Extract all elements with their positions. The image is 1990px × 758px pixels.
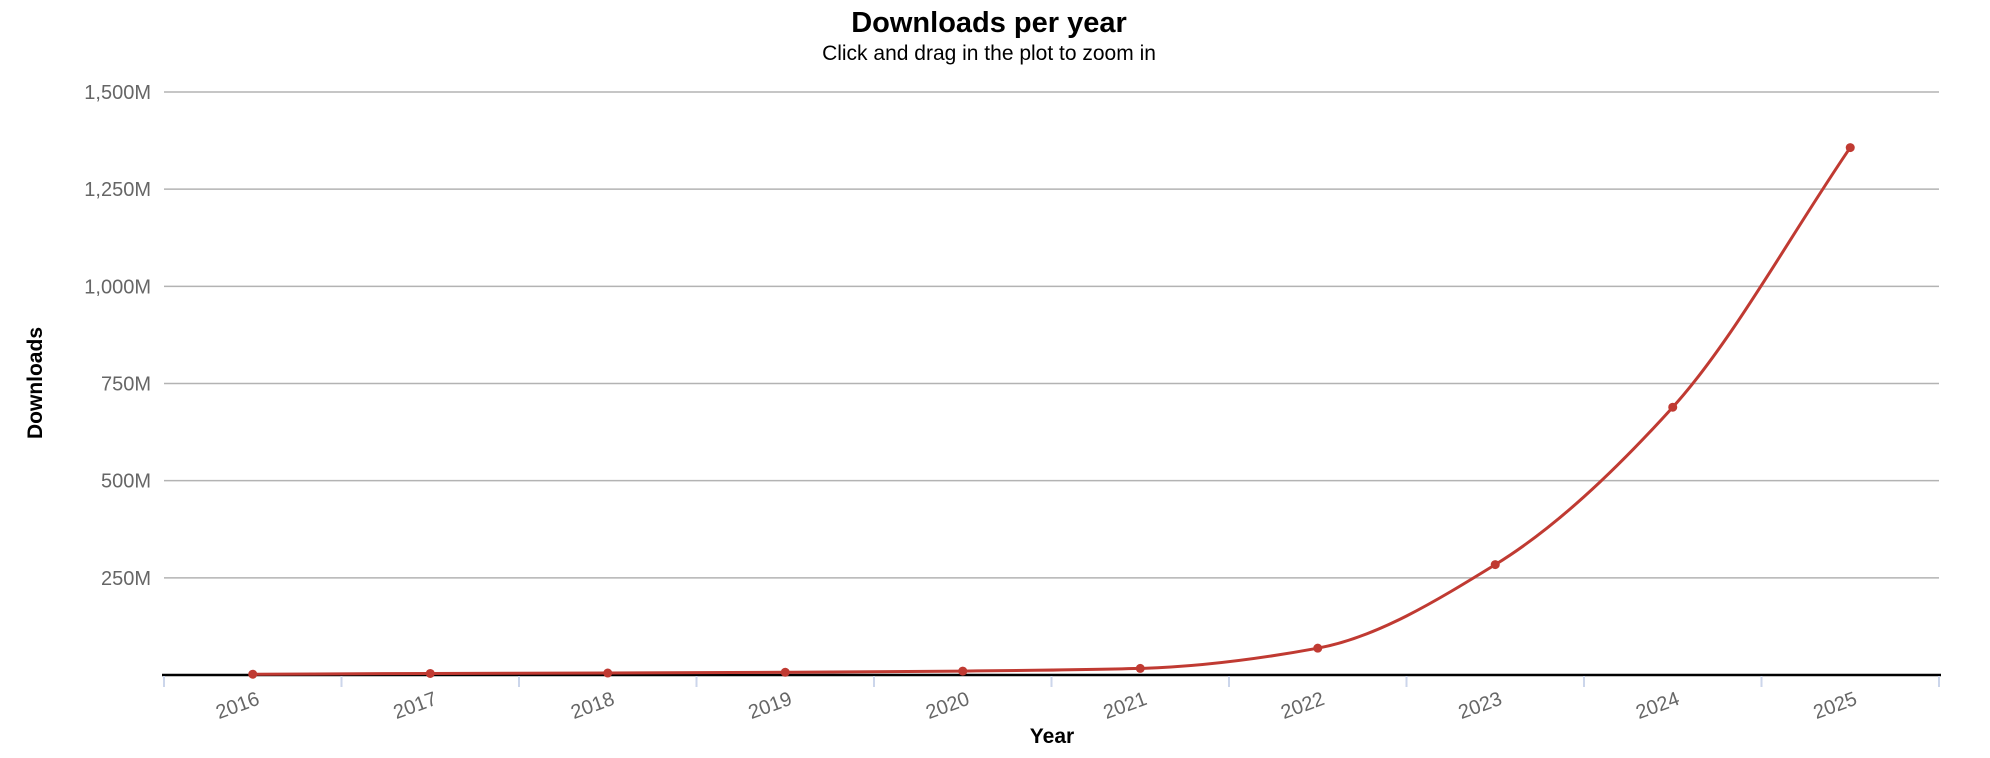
data-point-2021[interactable] (1135, 663, 1145, 673)
y-axis-tick-label: 1,000M (84, 276, 151, 298)
x-axis-tick-label: 2024 (1633, 688, 1682, 724)
x-axis-tick-label: 2020 (923, 688, 972, 724)
x-axis-tick-label: 2021 (1101, 688, 1150, 724)
x-axis-tick-label: 2022 (1278, 688, 1327, 724)
y-axis-tick-label: 1,500M (84, 82, 151, 104)
chart-subtitle: Click and drag in the plot to zoom in (822, 42, 1156, 65)
data-point-2018[interactable] (603, 668, 613, 678)
data-point-2024[interactable] (1668, 402, 1678, 412)
y-axis-tick-label: 500M (101, 471, 151, 493)
x-axis-tick-label: 2019 (746, 688, 795, 724)
x-axis-tick-label: 2018 (568, 688, 617, 724)
y-axis-tick-label: 250M (101, 568, 151, 590)
data-point-2017[interactable] (425, 668, 435, 678)
x-axis-tick-label: 2017 (391, 688, 440, 724)
data-point-2023[interactable] (1490, 560, 1500, 570)
chart-title: Downloads per year (851, 7, 1127, 39)
x-axis-tick-label: 2023 (1456, 688, 1505, 724)
data-point-2016[interactable] (248, 669, 258, 679)
data-point-2022[interactable] (1313, 643, 1323, 653)
y-axis-tick-label: 750M (101, 374, 151, 396)
data-point-2025[interactable] (1845, 143, 1855, 153)
x-axis-tick-label: 2016 (213, 688, 262, 724)
data-point-2019[interactable] (780, 667, 790, 677)
data-point-2020[interactable] (958, 666, 968, 676)
x-axis-tick-label: 2025 (1811, 688, 1860, 724)
x-axis-title: Year (1029, 725, 1075, 748)
y-axis-tick-label: 1,250M (84, 179, 151, 201)
series-line (251, 146, 1852, 676)
